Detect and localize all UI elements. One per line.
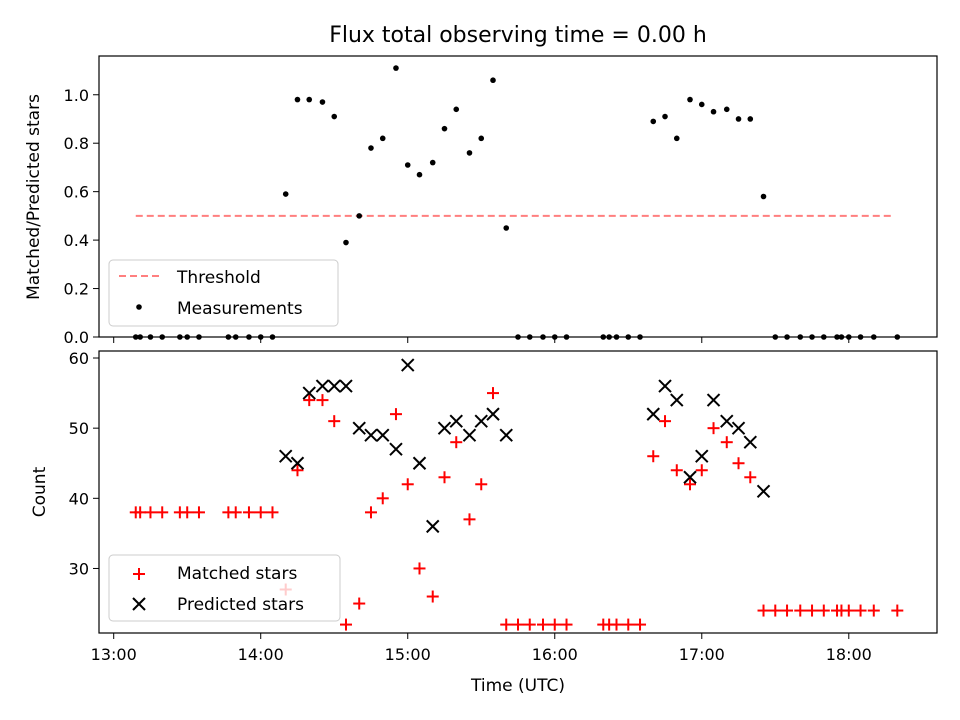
measurement-point	[724, 106, 730, 112]
measurement-point	[430, 160, 436, 166]
measurement-point	[637, 334, 643, 340]
measurement-point	[331, 114, 337, 120]
ratio-y-tick-label: 0.2	[64, 280, 89, 299]
count-x-tick-label: 14:00	[238, 645, 284, 664]
figure: Flux total observing time = 0.00 h 0.0 0.…	[0, 0, 960, 720]
measurement-point	[503, 225, 509, 231]
measurement-point	[858, 334, 864, 340]
ratio-y-tick-label: 0.6	[64, 183, 89, 202]
measurement-point	[356, 213, 362, 219]
count-x-tick-label: 18:00	[826, 645, 872, 664]
measurement-point	[148, 334, 154, 340]
measurement-point	[650, 119, 656, 125]
measurement-point	[405, 162, 411, 168]
count-x-tick-label: 15:00	[385, 645, 431, 664]
measurement-point	[564, 334, 570, 340]
count-legend: Matched stars Predicted stars	[109, 555, 340, 621]
measurement-point	[784, 334, 790, 340]
measurement-point	[368, 145, 374, 151]
measurement-point	[467, 150, 473, 156]
measurement-point	[453, 106, 459, 112]
measurement-point	[233, 334, 239, 340]
measurements-legend-label: Measurements	[177, 299, 303, 319]
ratio-y-axis-label: Matched/Predicted stars	[24, 94, 44, 300]
measurement-point	[772, 334, 778, 340]
measurement-point	[895, 334, 901, 340]
ratio-y-tick-label: 0.4	[64, 231, 89, 250]
measurement-point	[490, 77, 496, 83]
measurement-point	[393, 65, 399, 71]
count-x-tick-label: 17:00	[679, 645, 725, 664]
measurement-point	[736, 116, 742, 122]
measurement-point	[699, 102, 705, 108]
measurement-point	[515, 334, 521, 340]
count-y-tick-label: 50	[69, 419, 89, 438]
measurement-point	[320, 99, 326, 105]
measurement-point	[809, 334, 815, 340]
measurement-point	[226, 334, 232, 340]
measurement-point	[606, 334, 612, 340]
measurement-point	[283, 191, 289, 197]
measurement-point	[343, 240, 349, 246]
measurement-point	[295, 97, 301, 103]
count-x-tick-label: 16:00	[532, 645, 578, 664]
measurement-point	[442, 126, 448, 132]
measurement-point	[839, 334, 845, 340]
measurement-point	[821, 334, 827, 340]
measurement-point	[258, 334, 264, 340]
measurement-point	[527, 334, 533, 340]
measurement-point	[196, 334, 202, 340]
matched-stars-legend-label: Matched stars	[177, 564, 297, 584]
measurement-point	[184, 334, 190, 340]
ratio-legend: Threshold Measurements	[109, 260, 338, 326]
measurement-point	[478, 136, 484, 142]
measurement-point	[846, 334, 852, 340]
count-y-tick-label: 30	[69, 559, 89, 578]
measurement-point	[417, 172, 423, 178]
chart-title: Flux total observing time = 0.00 h	[329, 23, 707, 48]
chart-figure: Flux total observing time = 0.00 h 0.0 0.…	[0, 0, 960, 720]
measurement-point	[761, 194, 767, 200]
measurement-point	[552, 334, 558, 340]
measurement-point	[270, 334, 276, 340]
measurements-legend-swatch	[136, 304, 142, 310]
measurement-point	[380, 136, 386, 142]
measurement-point	[687, 97, 693, 103]
ratio-y-tick-label: 0.8	[64, 134, 89, 153]
measurement-point	[540, 334, 546, 340]
measurement-point	[159, 334, 165, 340]
measurement-point	[625, 334, 631, 340]
measurement-point	[662, 114, 668, 120]
count-x-tick-label: 13:00	[91, 645, 137, 664]
measurement-point	[600, 334, 606, 340]
count-y-tick-label: 40	[69, 489, 89, 508]
measurement-point	[137, 334, 143, 340]
measurement-point	[614, 334, 620, 340]
measurement-point	[747, 116, 753, 122]
measurement-point	[306, 97, 312, 103]
measurement-point	[871, 334, 877, 340]
ratio-y-tick-label: 0.0	[64, 328, 89, 347]
measurement-point	[246, 334, 252, 340]
measurement-point	[797, 334, 803, 340]
measurement-point	[177, 334, 183, 340]
measurement-point	[674, 136, 680, 142]
ratio-y-tick-label: 1.0	[64, 86, 89, 105]
x-axis-label: Time (UTC)	[470, 676, 565, 696]
measurement-point	[711, 109, 717, 115]
threshold-legend-label: Threshold	[176, 268, 261, 288]
predicted-stars-legend-label: Predicted stars	[177, 595, 304, 615]
count-y-tick-label: 60	[69, 349, 89, 368]
count-y-axis-label: Count	[30, 466, 50, 517]
